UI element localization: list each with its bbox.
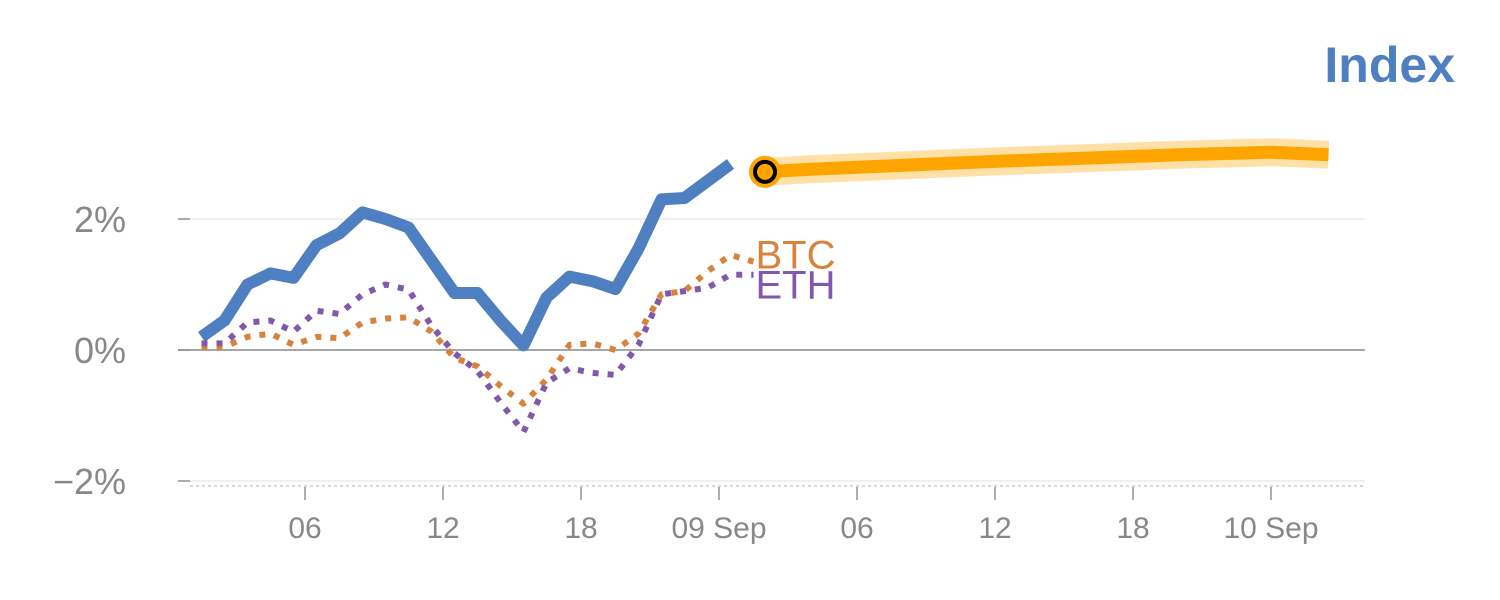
x-tick-label: 06 — [840, 512, 873, 545]
x-tick-label: 12 — [978, 512, 1011, 545]
x-tick-label: 18 — [564, 512, 597, 545]
index-line — [198, 159, 735, 352]
y-tick-label: 0% — [74, 330, 126, 371]
y-tick-label: 2% — [74, 199, 126, 240]
forecast-line — [764, 145, 1329, 179]
chart-title: Index — [1324, 37, 1455, 93]
axes: 2% 0% −2% 06 12 18 09 Sep 06 12 18 10 Sep — [53, 199, 1365, 545]
forecast-start-marker-ring — [753, 159, 777, 184]
btc-line — [201, 252, 755, 407]
x-tick-label: 09 Sep — [671, 512, 766, 545]
x-tick-label: 06 — [288, 512, 321, 545]
x-tick-label: 10 Sep — [1223, 512, 1318, 545]
x-tick-label: 18 — [1116, 512, 1149, 545]
plot-area — [198, 138, 1330, 435]
eth-series-label: ETH — [756, 264, 836, 308]
btc-series-label: BTC — [756, 234, 836, 278]
x-tick-label: 12 — [426, 512, 459, 545]
y-tick-label: −2% — [53, 461, 126, 502]
